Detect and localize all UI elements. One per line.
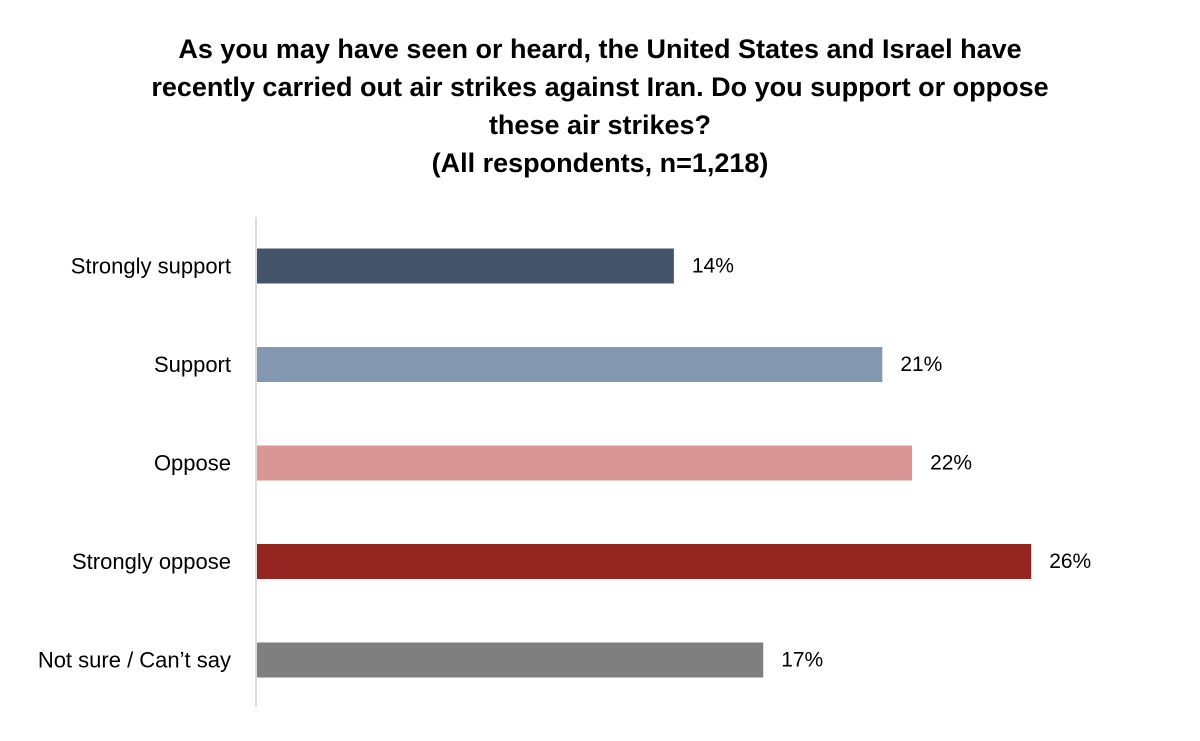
- chart-title-line-3: these air strikes?: [488, 110, 712, 140]
- chart-title: As you may have seen or heard, the Unite…: [100, 30, 1100, 182]
- category-label: Not sure / Can’t say: [38, 648, 231, 673]
- category-label: Oppose: [154, 451, 231, 476]
- bar-5: [257, 642, 764, 678]
- chart-subtitle: (All respondents, n=1,218): [431, 148, 769, 178]
- data-labels: 14% 21% 22% 26% 17%: [692, 255, 1091, 672]
- data-label: 21%: [900, 353, 942, 376]
- category-label: Support: [154, 352, 231, 377]
- data-label: 14%: [692, 255, 734, 278]
- category-label: Strongly oppose: [72, 549, 231, 574]
- category-labels: Strongly support Support Oppose Strongly op…: [38, 254, 231, 673]
- data-label: 26%: [1049, 550, 1091, 573]
- data-label: 22%: [930, 452, 972, 475]
- chart-title-line-1: As you may have seen or heard, the Unite…: [178, 34, 1022, 64]
- bars: [257, 248, 1032, 678]
- category-label: Strongly support: [71, 254, 231, 279]
- bar-2: [257, 347, 883, 382]
- chart-title-line-2: recently carried out air strikes against…: [151, 72, 1049, 102]
- bar-3: [257, 445, 913, 481]
- bar-1: [257, 248, 674, 284]
- data-label: 17%: [781, 649, 823, 672]
- bar-4: [257, 544, 1032, 579]
